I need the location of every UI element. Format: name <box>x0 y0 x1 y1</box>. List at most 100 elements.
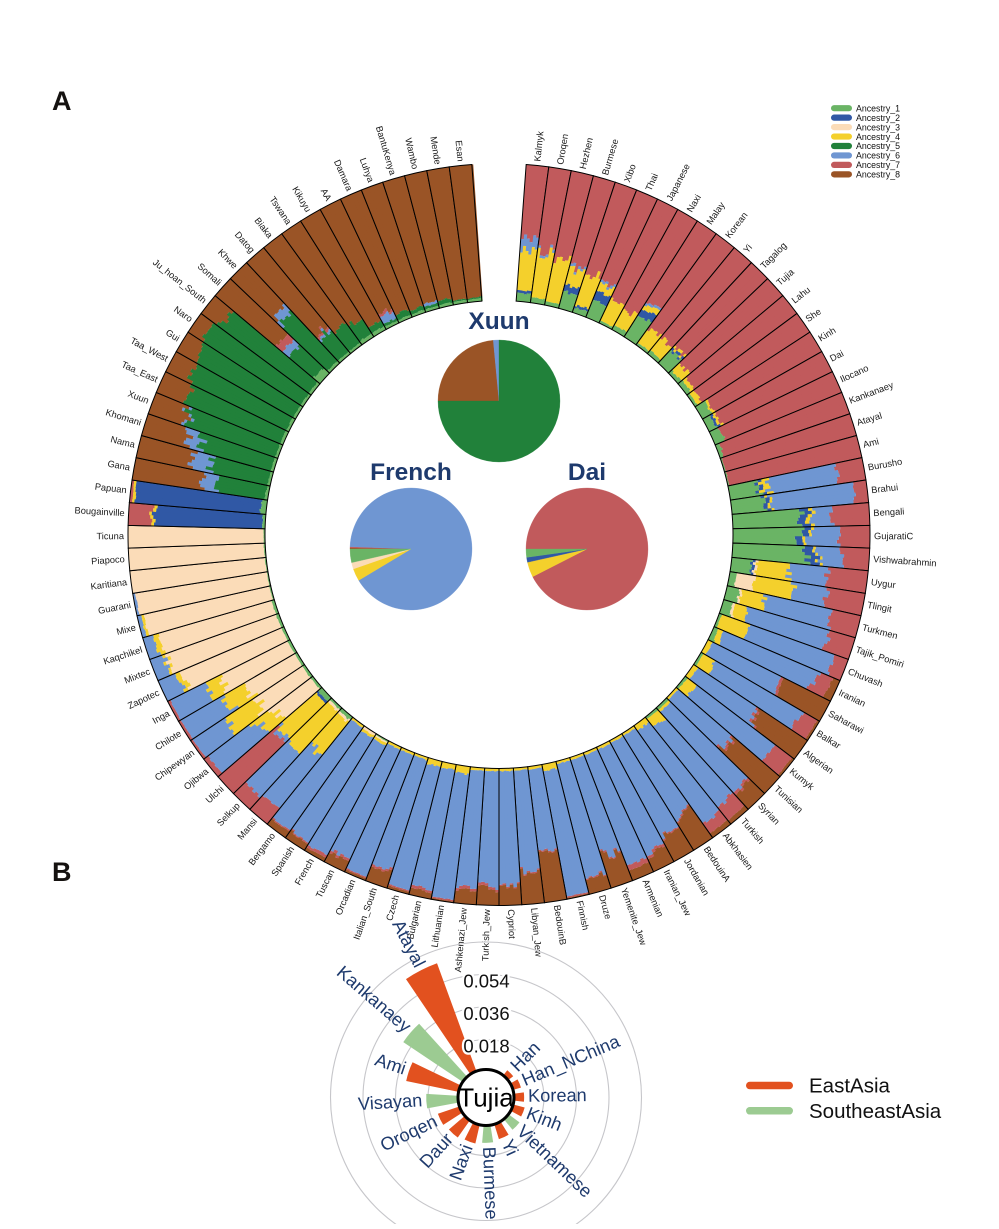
ancestry-segment <box>708 335 815 405</box>
ancestry-segment <box>145 415 188 434</box>
ancestry-segment <box>171 620 280 667</box>
ancestry-segment <box>144 587 271 622</box>
ancestry-segment <box>634 723 642 730</box>
ancestry-segment <box>138 582 270 616</box>
ancestry-segment <box>286 701 326 739</box>
legend-label: Ancestry_6 <box>856 151 900 161</box>
ancestry-segment <box>251 796 269 815</box>
legend-item: Ancestry_6 <box>831 151 900 161</box>
ancestry-segment <box>700 409 712 418</box>
ancestry-segment <box>263 805 280 825</box>
ancestry-segment <box>251 665 304 702</box>
ancestry-segment <box>754 718 802 755</box>
ancestry-segment <box>335 332 352 352</box>
ancestry-segment <box>729 491 756 499</box>
ancestry-segment <box>179 693 226 724</box>
ancestry-segment <box>235 784 250 799</box>
ancestry-segment <box>315 374 324 382</box>
population-label: Spanish <box>269 845 296 879</box>
ancestry-segment <box>344 322 362 345</box>
ancestry-segment <box>570 286 576 295</box>
ancestry-segment <box>680 809 707 845</box>
ancestry-segment <box>709 644 780 684</box>
ancestry-segment <box>335 328 354 351</box>
population-wedge <box>675 675 795 778</box>
population-label: Esan <box>453 140 465 162</box>
ancestry-segment <box>263 244 338 335</box>
ancestry-segment <box>654 309 662 317</box>
population-wedge <box>322 740 403 873</box>
ancestry-segment <box>321 329 346 357</box>
ancestry-segment <box>681 270 764 353</box>
population-label: Piapoco <box>91 554 125 566</box>
ancestry-segment <box>146 648 158 656</box>
population-label: Datog <box>233 230 257 255</box>
population-wedge <box>723 434 863 487</box>
ancestry-segment <box>441 167 466 299</box>
ancestry-segment <box>644 311 653 323</box>
population-wedge <box>232 697 343 811</box>
ancestry-segment <box>649 223 705 305</box>
population-wedge <box>202 675 323 778</box>
ancestry-segment <box>572 288 579 295</box>
population-wedge <box>149 612 285 682</box>
ancestry-segment <box>709 427 720 435</box>
ancestry-segment <box>144 592 272 629</box>
ancestry-segment <box>607 857 622 887</box>
ancestry-segment <box>733 607 749 616</box>
ancestry-segment <box>240 789 255 805</box>
ancestry-segment <box>659 247 739 341</box>
population-label: BedouinA <box>702 845 733 885</box>
population-wedge <box>284 725 377 852</box>
ancestry-segment <box>148 596 274 636</box>
ancestry-segment <box>587 752 637 864</box>
ancestry-segment <box>832 654 849 665</box>
ancestry-segment <box>724 797 740 814</box>
ancestry-segment <box>310 212 378 323</box>
ancestry-segment <box>731 506 764 513</box>
ancestry-segment <box>246 742 292 788</box>
ancestry-segment <box>284 347 293 355</box>
ancestry-segment <box>185 436 201 445</box>
ancestry-segment <box>434 168 461 300</box>
ancestry-segment <box>726 741 775 787</box>
population-label: Zapotec <box>126 688 161 711</box>
ancestry-segment <box>686 298 789 383</box>
ancestry-segment <box>674 262 756 348</box>
ancestry-segment <box>594 749 648 860</box>
legend-label: Ancestry_8 <box>856 170 900 180</box>
ancestry-segment <box>303 216 374 327</box>
population-wedge <box>360 181 427 318</box>
ancestry-segment <box>663 719 733 796</box>
ancestry-segment <box>726 745 773 790</box>
ancestry-segment <box>598 291 606 302</box>
ancestry-segment <box>746 626 834 663</box>
ancestry-segment <box>730 495 761 504</box>
ancestry-segment <box>231 706 264 732</box>
ancestry-segment <box>267 743 319 802</box>
ancestry-segment <box>216 320 311 394</box>
ancestry-segment <box>205 681 221 693</box>
ancestry-segment <box>161 608 276 651</box>
ancestry-segment <box>603 745 657 848</box>
ancestry-segment <box>243 790 259 807</box>
ancestry-segment <box>282 325 330 371</box>
ancestry-segment <box>646 233 721 333</box>
ancestry-segment <box>324 335 345 358</box>
ancestry-segment <box>725 793 742 812</box>
ancestry-segment <box>347 193 403 312</box>
legend-item: Ancestry_3 <box>831 122 900 132</box>
ancestry-segment <box>183 334 204 350</box>
ancestry-segment <box>679 273 766 358</box>
ancestry-segment <box>227 315 316 388</box>
ancestry-segment <box>664 705 743 786</box>
population-label: Gui <box>164 327 182 343</box>
ancestry-segment <box>266 817 275 827</box>
population-label: Hezhen <box>578 137 595 170</box>
ancestry-segment <box>709 646 779 687</box>
ancestry-segment <box>732 742 778 784</box>
ancestry-segment <box>170 683 210 707</box>
ancestry-segment <box>797 718 814 731</box>
population-wedge <box>474 767 500 907</box>
ancestry-segment <box>689 690 768 757</box>
